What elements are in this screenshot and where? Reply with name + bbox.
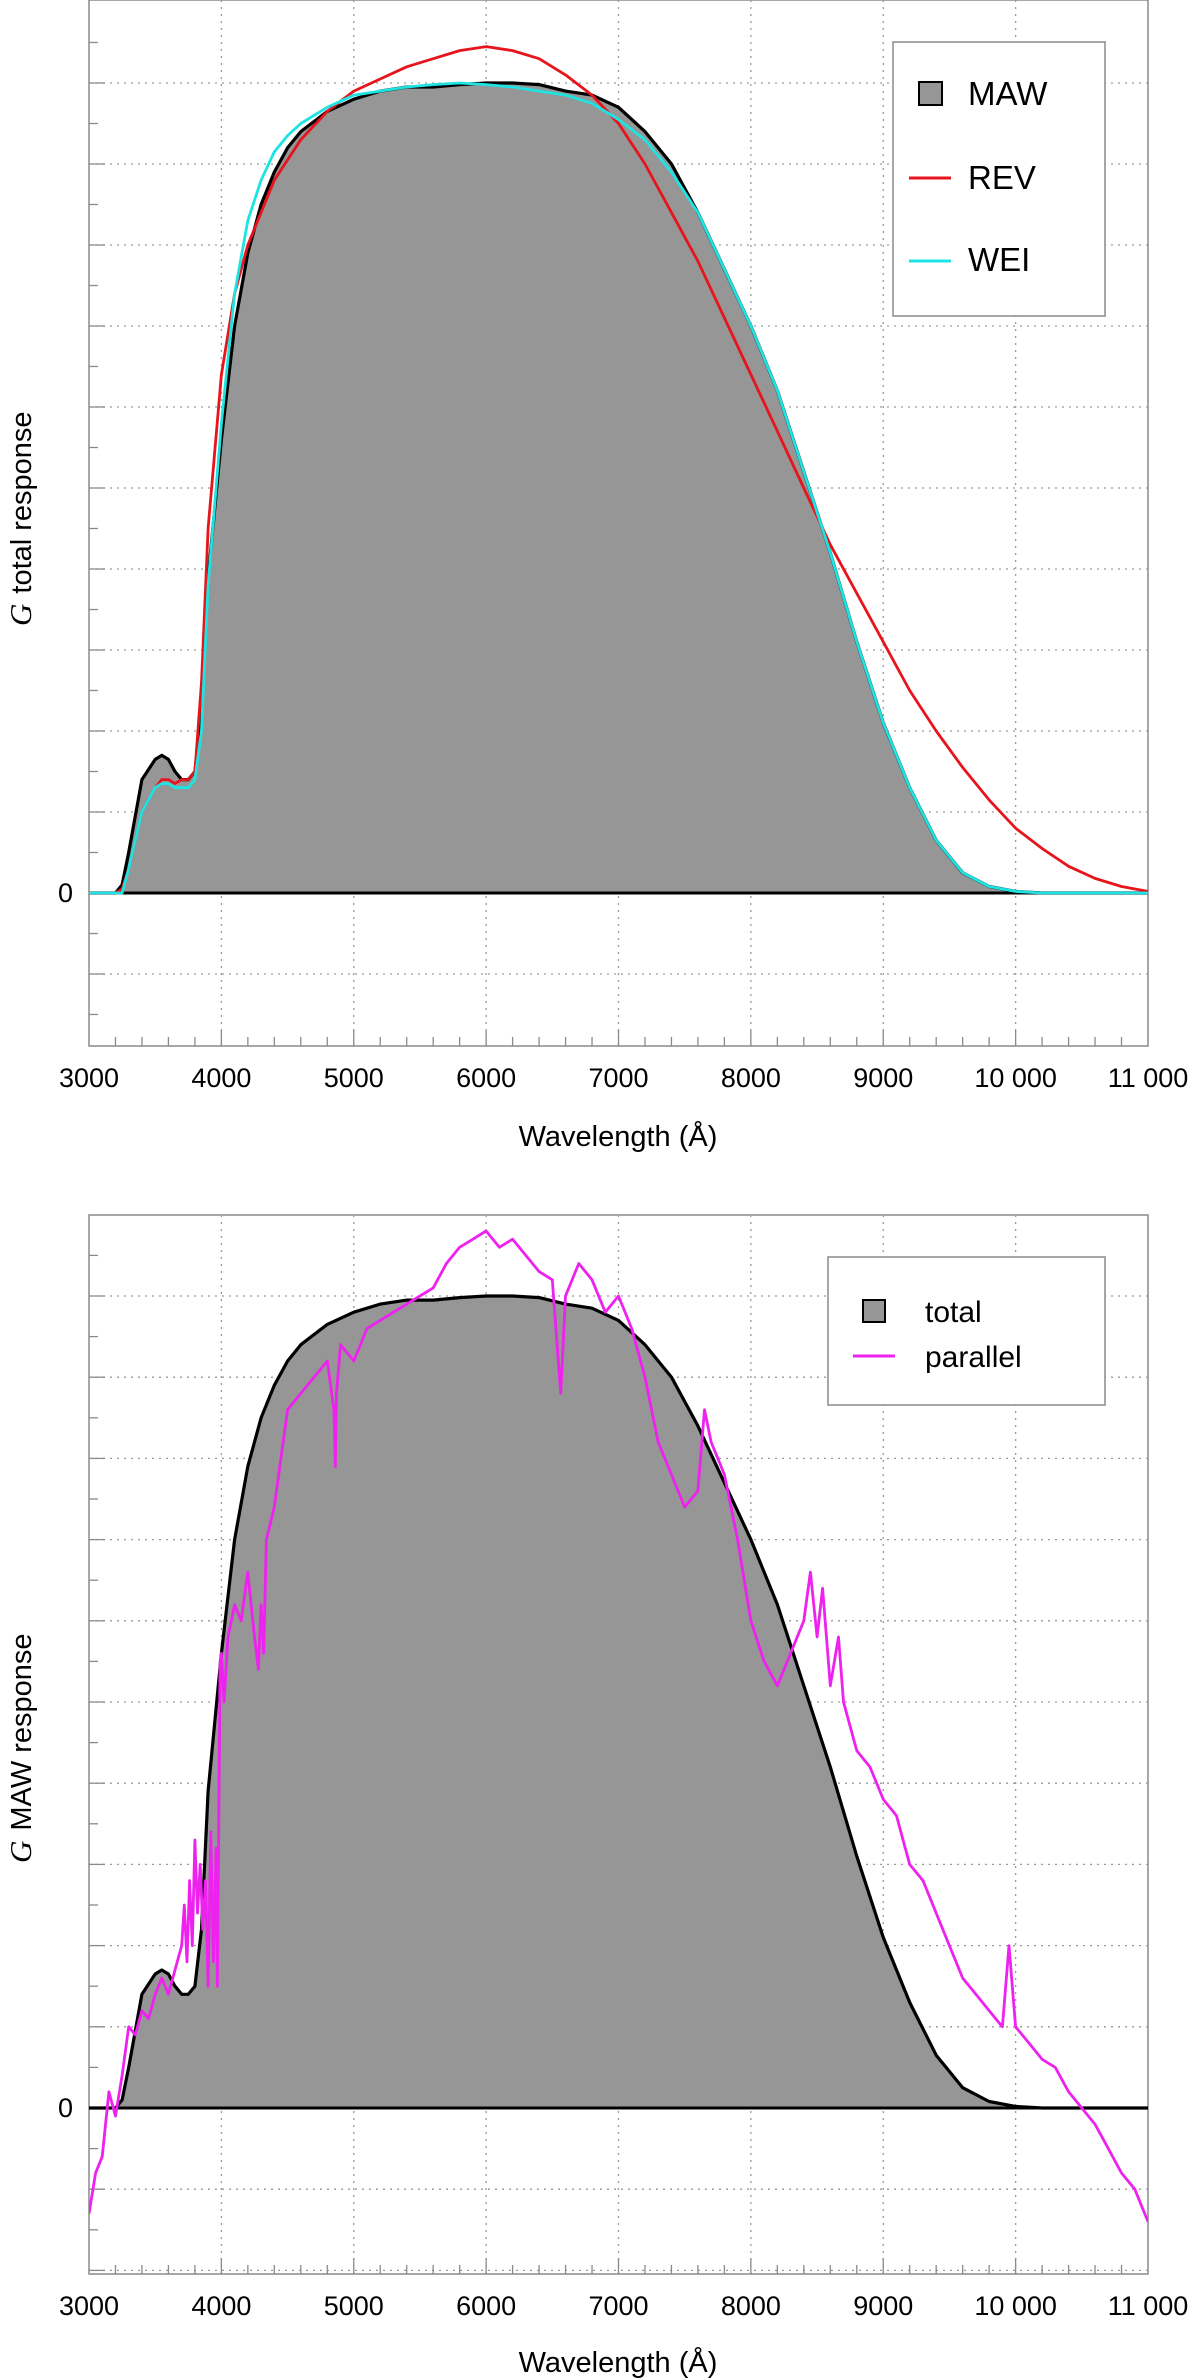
top-x-tick-label: 8000 bbox=[721, 1063, 781, 1093]
top-x-tick-label: 6000 bbox=[456, 1063, 516, 1093]
bottom-panel: 3000 4000 5000 6000 7000 8000 9000 10 000 11 000… bbox=[3, 1214, 1189, 2379]
top-legend: MAW REV WEI bbox=[892, 41, 1106, 317]
parallel-series-line bbox=[89, 1229, 1148, 2223]
bottom-y-tick-label: 0 bbox=[58, 2093, 73, 2123]
top-x-tick-label: 4000 bbox=[191, 1063, 251, 1093]
svg-text:Gtotal response: Gtotal response bbox=[3, 411, 38, 626]
top-y-tick-label: 0 bbox=[58, 878, 73, 908]
bottom-x-tick-label: 9000 bbox=[853, 2291, 913, 2321]
svg-text:GMAW response: G MAW response bbox=[3, 1633, 38, 1863]
bottom-x-tick-label: 6000 bbox=[456, 2291, 516, 2321]
maw-series-area bbox=[89, 83, 1148, 893]
bottom-legend: total parallel bbox=[827, 1256, 1106, 1406]
bottom-x-tick-label: 11 000 bbox=[1108, 2291, 1189, 2321]
top-x-tick-label: 3000 bbox=[59, 1063, 119, 1093]
bottom-x-tick-label: 3000 bbox=[59, 2291, 119, 2321]
bottom-y-axis-label: MAW response bbox=[6, 1633, 38, 1830]
top-x-axis-label: Wavelength (Å) bbox=[519, 1120, 718, 1153]
top-panel: 3000 4000 5000 6000 7000 8000 9000 10 000 11 000… bbox=[3, 0, 1188, 1153]
rev-series-line bbox=[89, 45, 1148, 895]
bottom-x-tick-label: 10 000 bbox=[974, 2291, 1057, 2321]
top-y-axis-label: total response bbox=[6, 411, 38, 593]
top-x-tick-label: 9000 bbox=[853, 1063, 913, 1093]
total-series-line bbox=[89, 1294, 1148, 2110]
top-x-tick-label: 7000 bbox=[588, 1063, 648, 1093]
bottom-x-tick-label: 5000 bbox=[324, 2291, 384, 2321]
bottom-x-tick-label: 4000 bbox=[191, 2291, 251, 2321]
top-x-tick-label: 10 000 bbox=[974, 1063, 1057, 1093]
bottom-y-axis-symbol: G bbox=[3, 1841, 38, 1863]
bottom-legend-box bbox=[827, 1256, 1106, 1406]
legend-label-rev: REV bbox=[968, 159, 1036, 196]
legend-swatch-total bbox=[862, 1299, 886, 1323]
bottom-x-axis-label: Wavelength (Å) bbox=[519, 2346, 718, 2379]
total-series-area bbox=[89, 1296, 1148, 2108]
legend-swatch-maw bbox=[918, 81, 943, 106]
legend-label-wei: WEI bbox=[968, 241, 1030, 278]
top-y-axis-symbol: G bbox=[3, 604, 38, 626]
bottom-x-tick-label: 7000 bbox=[588, 2291, 648, 2321]
legend-label-parallel: parallel bbox=[925, 1341, 1022, 1374]
wei-series-line bbox=[89, 81, 1148, 895]
legend-label-maw: MAW bbox=[968, 75, 1048, 112]
top-x-tick-label: 11 000 bbox=[1108, 1063, 1189, 1093]
top-x-tick-label: 5000 bbox=[324, 1063, 384, 1093]
bottom-x-tick-label: 8000 bbox=[721, 2291, 781, 2321]
legend-label-total: total bbox=[925, 1296, 982, 1329]
